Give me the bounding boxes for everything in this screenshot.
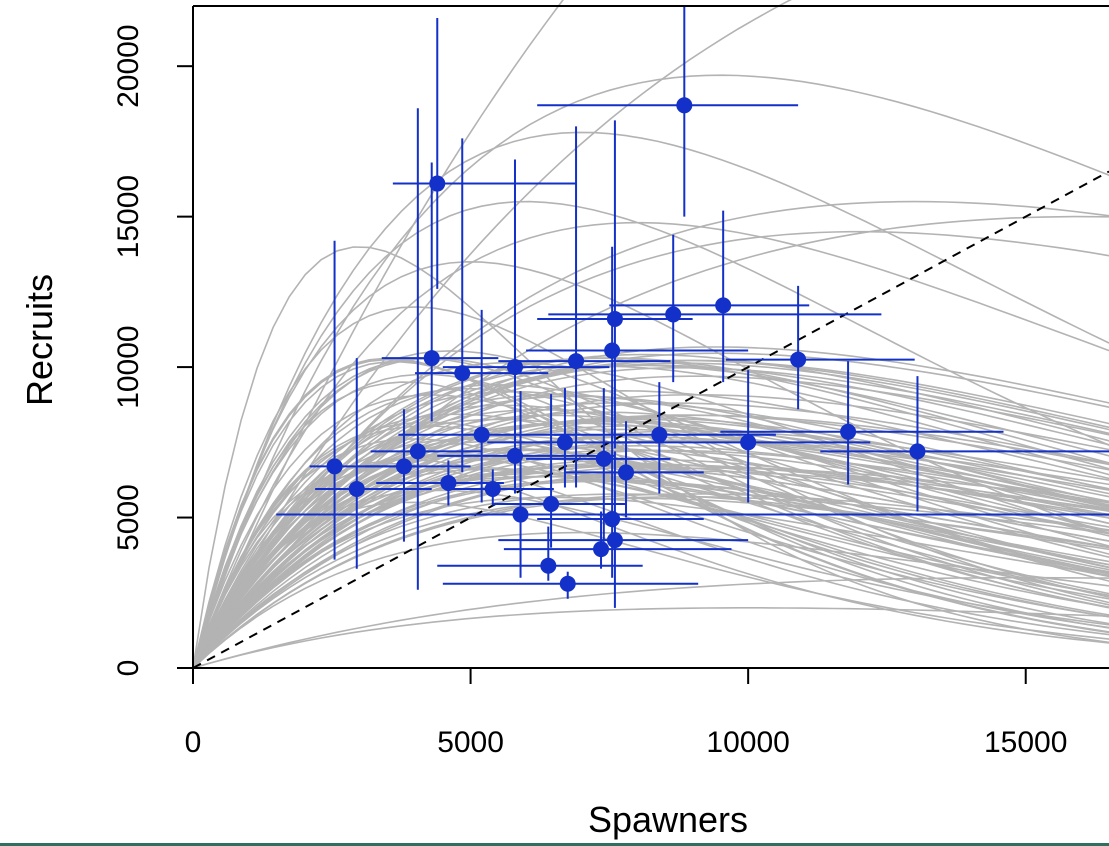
model-curve	[193, 221, 1109, 668]
data-point	[326, 458, 343, 475]
axes	[192, 5, 1109, 669]
y-tick-label: 20000	[112, 24, 145, 107]
model-curve	[193, 350, 1109, 668]
model-curve	[193, 493, 1109, 668]
data-point	[840, 423, 857, 440]
data-point	[543, 496, 560, 513]
data-point	[556, 434, 573, 451]
data-point	[665, 306, 682, 323]
data-point	[909, 443, 926, 460]
model-curve	[193, 381, 1109, 668]
data-point	[676, 97, 693, 114]
data-point	[595, 450, 612, 467]
y-tick-label: 10000	[112, 325, 145, 408]
model-curves	[193, 0, 1109, 668]
replacement-line	[193, 170, 1109, 668]
model-curve	[193, 74, 1109, 668]
x-tick-label: 10000	[706, 726, 789, 759]
data-point	[429, 175, 446, 192]
data-point	[473, 426, 490, 443]
x-tick-label: 5000	[437, 726, 504, 759]
data-point	[512, 506, 529, 523]
data-point	[348, 480, 365, 497]
data-point	[715, 297, 732, 314]
y-axis: 0 5000 10000 15000 20000	[112, 24, 193, 676]
data-point	[568, 353, 585, 370]
data-point	[484, 480, 501, 497]
model-curve	[193, 414, 1109, 668]
data-point	[790, 351, 807, 368]
bottom-edge-bar	[0, 843, 1109, 846]
model-curve	[193, 470, 1109, 668]
data-points	[326, 97, 926, 592]
y-tick-label: 5000	[112, 484, 145, 551]
model-curve	[193, 464, 1109, 668]
model-curve	[193, 444, 1109, 668]
model-curve	[193, 246, 1109, 668]
error-bars	[276, 6, 1109, 608]
x-tick-label: 0	[185, 726, 202, 759]
model-curve	[193, 361, 1109, 668]
model-curve	[193, 394, 1109, 668]
y-tick-label: 0	[112, 660, 145, 677]
data-point	[606, 310, 623, 327]
data-point	[440, 474, 457, 491]
model-curve	[193, 425, 1109, 668]
data-point	[604, 342, 621, 359]
model-curve	[193, 358, 1109, 668]
model-curve	[193, 0, 564, 668]
data-point	[423, 350, 440, 367]
model-curve	[193, 449, 1109, 668]
model-curve	[193, 435, 1109, 668]
data-point	[454, 365, 471, 382]
model-curve	[193, 607, 1109, 668]
data-point	[593, 541, 610, 558]
model-curve	[193, 497, 1109, 668]
data-point	[395, 458, 412, 475]
y-axis-title: Recruits	[19, 274, 60, 406]
data-point	[618, 464, 635, 481]
x-axis-title: Spawners	[588, 799, 748, 840]
model-curve	[193, 402, 1109, 668]
x-tick-label: 15000	[984, 726, 1067, 759]
data-point	[651, 426, 668, 443]
data-point	[604, 511, 621, 528]
model-curve	[193, 439, 1109, 668]
model-curve	[193, 496, 1109, 668]
data-point	[559, 575, 576, 592]
model-curve	[193, 418, 1109, 668]
replacement-line-group	[193, 170, 1109, 668]
data-point	[540, 557, 557, 574]
model-curve	[193, 306, 1109, 668]
model-curve	[193, 131, 1109, 668]
model-curve	[193, 414, 1109, 668]
data-point	[409, 443, 426, 460]
model-curve	[193, 0, 792, 668]
model-curve	[193, 489, 1109, 668]
y-tick-label: 15000	[112, 175, 145, 258]
model-curve	[193, 475, 1109, 668]
model-curve	[193, 495, 1109, 668]
model-curve	[193, 413, 1109, 668]
data-point	[506, 359, 523, 376]
data-point	[606, 532, 623, 549]
x-axis: 0 5000 10000 15000	[185, 668, 1067, 759]
model-curve	[193, 576, 1109, 668]
model-curve	[193, 501, 1109, 668]
data-point	[506, 447, 523, 464]
data-point	[740, 434, 757, 451]
